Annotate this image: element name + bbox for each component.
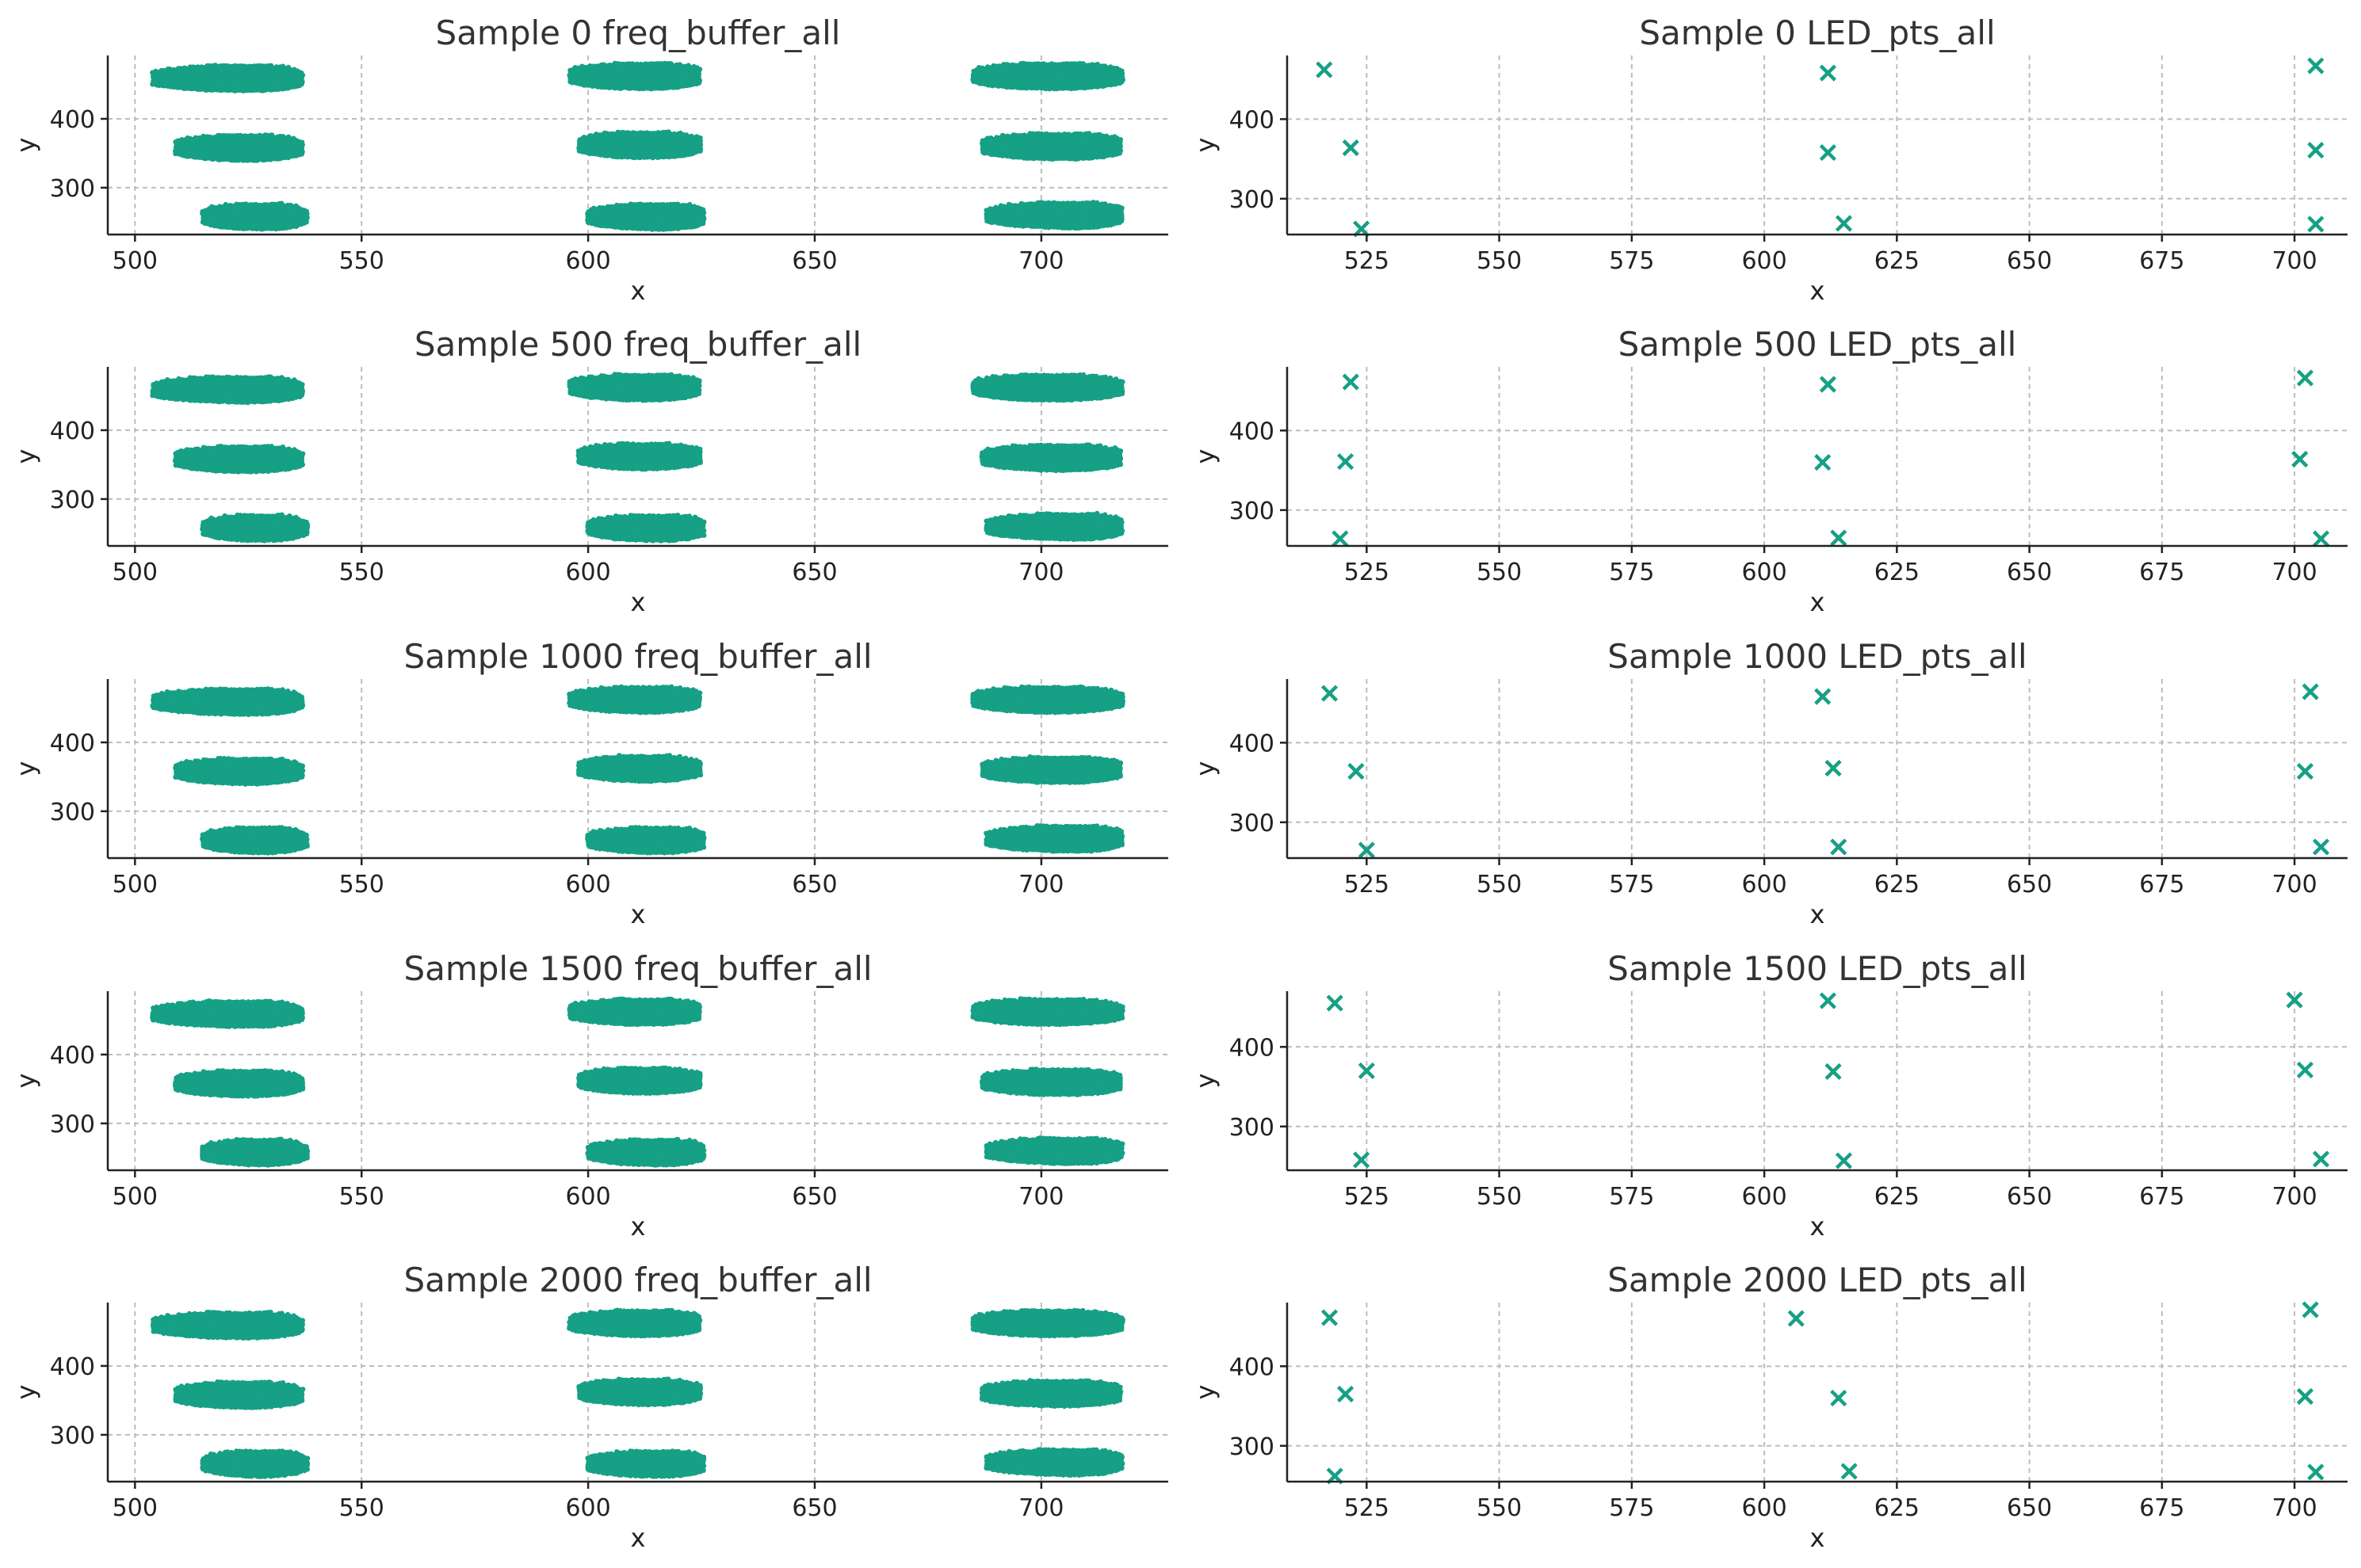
- x-tick-label: 700: [1018, 247, 1064, 275]
- data-point: [1118, 137, 1123, 142]
- y-axis-label: y: [11, 138, 41, 153]
- x-tick-label: 625: [1874, 247, 1920, 275]
- data-point: [1343, 141, 1358, 155]
- blob-cluster: [567, 61, 702, 92]
- chart-title: Sample 500 freq_buffer_all: [415, 325, 861, 364]
- data-point: [1820, 146, 1835, 160]
- blob-cluster: [150, 63, 305, 93]
- data-point: [2309, 143, 2323, 158]
- x-tick-label: 700: [2271, 247, 2317, 275]
- y-axis-label: y: [1190, 138, 1221, 153]
- y-tick-label: 300: [50, 175, 95, 203]
- data-marks: [1317, 59, 2323, 236]
- x-tick-label: 600: [1741, 247, 1786, 275]
- data-point: [2309, 59, 2323, 73]
- data-point: [1820, 66, 1835, 80]
- blob-cluster: [980, 131, 1123, 162]
- data-point: [701, 208, 705, 212]
- chart-title: Sample 0 LED_pts_all: [1639, 13, 1995, 52]
- subplot-1: Sample 0 LED_pts_all 525 550 575 600 625 650 67…: [1190, 13, 2348, 306]
- blob-cluster: [150, 374, 305, 405]
- data-point: [1119, 206, 1124, 211]
- blob-cluster: [576, 129, 703, 160]
- data-point: [1317, 63, 1331, 77]
- grid-lines: [1287, 55, 2348, 235]
- subplot-0: Sample 0 freq_buffer_all 500 550 600 650 700 3…: [11, 13, 1168, 306]
- x-tick-label: 550: [1477, 247, 1522, 275]
- data-marks: [150, 372, 1125, 544]
- x-tick-label: 675: [2139, 247, 2184, 275]
- y-tick-label: 400: [50, 106, 95, 134]
- blob-cluster: [970, 61, 1125, 92]
- blob-cluster: [585, 201, 706, 231]
- y-tick-label: 300: [1229, 186, 1274, 214]
- x-tick-label: 650: [2007, 247, 2052, 275]
- data-point: [300, 139, 304, 144]
- blob-cluster: [200, 201, 310, 232]
- data-point: [697, 135, 702, 140]
- x-axis-label: x: [1810, 276, 1825, 306]
- x-axis-label: x: [631, 276, 646, 306]
- chart-title: Sample 0 freq_buffer_all: [436, 13, 841, 52]
- data-point: [2309, 217, 2323, 231]
- data-point: [1836, 216, 1851, 231]
- x-tick-label: 500: [113, 247, 158, 275]
- blob-cluster: [173, 132, 305, 163]
- x-tick-label: 650: [792, 247, 837, 275]
- subplot-2: Sample 500 freq_buffer_all500 550 600 650 70…: [11, 325, 1168, 617]
- data-point: [299, 71, 304, 75]
- data-point: [304, 209, 309, 214]
- data-marks: [150, 61, 1125, 232]
- x-tick-label: 550: [339, 247, 384, 275]
- x-tick-label: 525: [1344, 247, 1389, 275]
- data-point: [1119, 68, 1124, 73]
- subplot-grid: Sample 0 freq_buffer_all 500 550 600 650 700 3…: [11, 13, 2348, 1553]
- blob-cluster: [984, 200, 1125, 231]
- data-point: [697, 67, 702, 71]
- y-tick-label: 400: [1229, 106, 1274, 134]
- x-tick-label: 600: [565, 247, 610, 275]
- x-tick-label: 575: [1609, 247, 1654, 275]
